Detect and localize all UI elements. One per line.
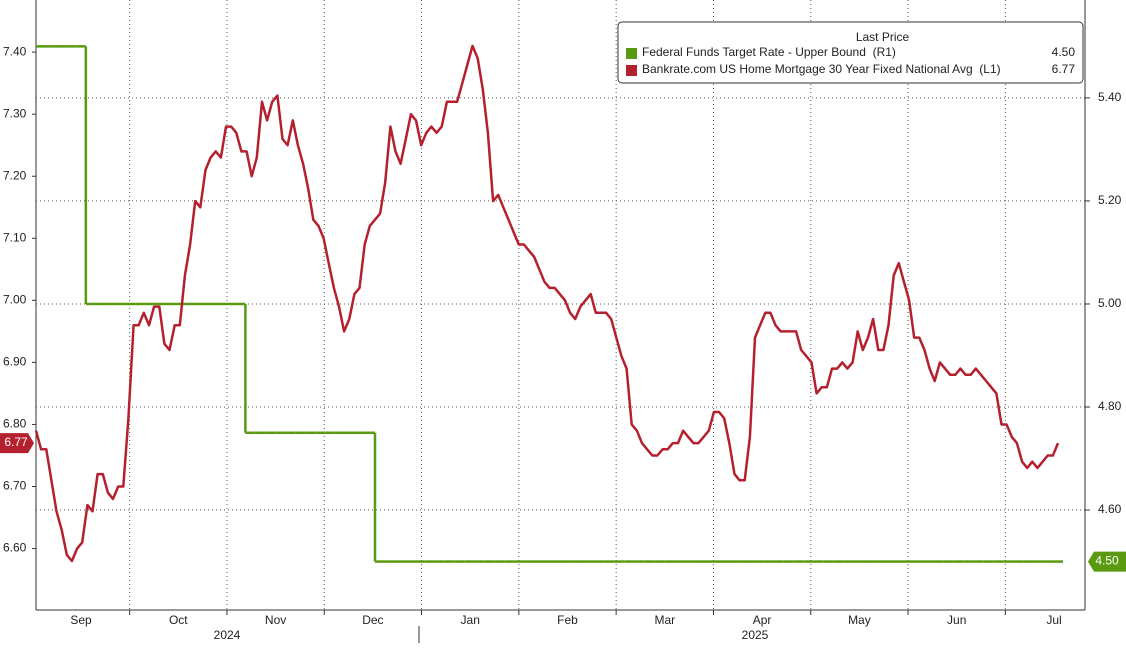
y-tick-label: 6.90: [3, 355, 27, 369]
legend-title: Last Price: [856, 30, 910, 44]
y-tick-label: 6.60: [3, 541, 27, 555]
legend-swatch: [626, 48, 637, 59]
legend-last-price: 4.50: [1052, 45, 1076, 59]
line-series: [34, 44, 1060, 563]
x-tick-label: Jul: [1046, 613, 1061, 627]
x-tick-label: Dec: [362, 613, 383, 627]
last-price-badge: [1088, 551, 1126, 572]
y-tick-label: 6.80: [3, 417, 27, 431]
legend-swatch: [626, 65, 637, 76]
legend-last-price: 6.77: [1052, 62, 1076, 76]
year-label: 2025: [742, 628, 769, 642]
year-label: 2024: [214, 628, 241, 642]
y-tick-label: 7.00: [3, 293, 27, 307]
y2-tick-label: 5.40: [1098, 90, 1122, 104]
y-tick-label: 7.20: [3, 168, 27, 182]
x-tick-label: Feb: [557, 613, 578, 627]
legend-box: [617, 21, 1084, 84]
y2-tick-label: 4.80: [1098, 399, 1122, 413]
y2-tick-label: 5.00: [1098, 296, 1122, 310]
y2-tick-label: 5.20: [1098, 193, 1122, 207]
x-tick-label: Sep: [70, 613, 92, 627]
last-price-badge: [0, 433, 34, 454]
x-tick-label: Jun: [947, 613, 966, 627]
legend-label: Federal Funds Target Rate - Upper Bound …: [642, 45, 896, 59]
legend-label: Bankrate.com US Home Mortgage 30 Year Fi…: [642, 62, 1001, 76]
y-tick-label: 7.10: [3, 230, 27, 244]
y-tick-label: 7.30: [3, 106, 27, 120]
y-tick-label: 6.70: [3, 479, 27, 493]
x-tick-label: Mar: [654, 613, 675, 627]
x-tick-label: Nov: [265, 613, 286, 627]
y2-tick-label: 4.60: [1098, 502, 1122, 516]
y-tick-label: 7.40: [3, 44, 27, 58]
x-tick-label: May: [848, 613, 871, 627]
x-tick-label: Apr: [753, 613, 772, 627]
last-price-badge-label: 6.77: [4, 435, 28, 449]
x-tick-label: Oct: [169, 613, 188, 627]
x-tick-label: Jan: [461, 613, 480, 627]
last-price-badge-label: 4.50: [1095, 554, 1119, 568]
